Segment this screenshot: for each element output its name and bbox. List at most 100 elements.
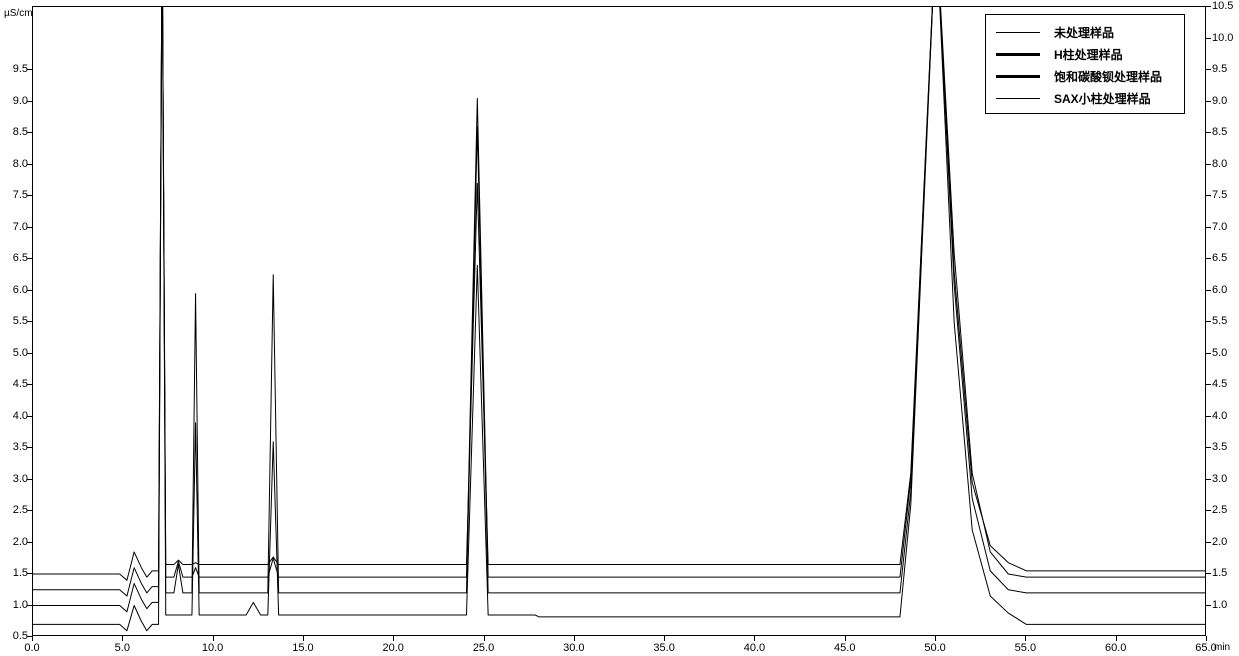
x-tick [393,636,394,641]
y-tick-label: 6.5 [0,252,28,264]
y-right-tick [1206,101,1211,102]
y-tick-label: 4.5 [0,378,28,390]
x-tick [754,636,755,641]
x-tick-label: 10.0 [198,642,228,654]
y-axis-unit: µS/cm [4,8,33,19]
y-right-tick-label: 7.5 [1212,189,1239,201]
legend-item: H柱处理样品 [996,43,1174,65]
y-tick-label: 3.5 [0,441,28,453]
y-tick-label: 7.0 [0,221,28,233]
y-right-tick-label: 1.0 [1212,599,1239,611]
y-right-tick [1206,132,1211,133]
y-tick-label: 8.5 [0,126,28,138]
y-right-tick [1206,258,1211,259]
y-right-tick-label: 1.5 [1212,567,1239,579]
legend-swatch [996,53,1040,56]
x-tick [1025,636,1026,641]
y-right-tick-label: 6.5 [1212,252,1239,264]
x-tick [32,636,33,641]
y-tick-label: 8.0 [0,158,28,170]
y-right-tick-label: 3.0 [1212,473,1239,485]
y-right-tick-label: 8.5 [1212,126,1239,138]
legend-item: 未处理样品 [996,21,1174,43]
y-right-tick [1206,416,1211,417]
x-tick-label: 40.0 [739,642,769,654]
legend-swatch [996,75,1040,78]
x-tick-label: 30.0 [559,642,589,654]
x-tick-label: 45.0 [830,642,860,654]
x-tick [484,636,485,641]
x-tick [574,636,575,641]
x-tick [845,636,846,641]
x-tick-label: 20.0 [378,642,408,654]
x-tick-label: 0.0 [17,642,47,654]
y-right-tick-label: 9.0 [1212,95,1239,107]
y-tick-label: 0.5 [0,630,28,642]
y-right-tick-label: 5.5 [1212,315,1239,327]
y-right-tick [1206,195,1211,196]
y-right-tick-label: 10.5 [1212,0,1239,12]
y-right-tick [1206,479,1211,480]
y-right-tick-label: 3.5 [1212,441,1239,453]
y-right-tick [1206,321,1211,322]
y-tick-label: 6.0 [0,284,28,296]
y-tick-label: 1.5 [0,567,28,579]
legend-item: SAX小柱处理样品 [996,87,1174,109]
y-tick-label: 5.5 [0,315,28,327]
x-tick-label: 15.0 [288,642,318,654]
y-right-tick [1206,447,1211,448]
y-right-tick [1206,542,1211,543]
x-tick [935,636,936,641]
y-right-tick [1206,38,1211,39]
x-tick [664,636,665,641]
y-right-tick [1206,605,1211,606]
y-tick-label: 5.0 [0,347,28,359]
y-right-tick-label: 6.0 [1212,284,1239,296]
x-tick-label: 5.0 [107,642,137,654]
y-right-tick-label: 4.0 [1212,410,1239,422]
y-right-tick-label: 2.5 [1212,504,1239,516]
y-right-tick-label: 4.5 [1212,378,1239,390]
legend-label: H柱处理样品 [1054,46,1123,63]
x-tick [1116,636,1117,641]
y-right-tick-label: 8.0 [1212,158,1239,170]
legend-label: 未处理样品 [1054,24,1114,41]
y-tick-label: 4.0 [0,410,28,422]
x-tick-label: 65.0 [1191,642,1221,654]
y-right-tick-label: 7.0 [1212,221,1239,233]
y-right-tick [1206,227,1211,228]
y-tick-label: 1.0 [0,599,28,611]
y-right-tick [1206,510,1211,511]
y-tick-label: 2.0 [0,536,28,548]
legend-label: 饱和碳酸钡处理样品 [1054,68,1162,85]
x-tick [303,636,304,641]
x-tick-label: 50.0 [920,642,950,654]
y-tick-label: 7.5 [0,189,28,201]
legend-label: SAX小柱处理样品 [1054,90,1151,107]
y-right-tick-label: 5.0 [1212,347,1239,359]
x-tick-label: 35.0 [649,642,679,654]
y-tick-label: 9.5 [0,63,28,75]
y-right-tick [1206,290,1211,291]
chromatogram-chart: µS/cm min 未处理样品H柱处理样品饱和碳酸钡处理样品SAX小柱处理样品 … [0,0,1239,656]
y-tick-label: 9.0 [0,95,28,107]
x-tick-label: 60.0 [1101,642,1131,654]
y-right-tick [1206,6,1211,7]
legend-swatch [996,32,1040,33]
x-tick-label: 25.0 [469,642,499,654]
y-right-tick-label: 2.0 [1212,536,1239,548]
y-right-tick-label: 10.0 [1212,32,1239,44]
x-tick [122,636,123,641]
legend-item: 饱和碳酸钡处理样品 [996,65,1174,87]
y-right-tick [1206,164,1211,165]
y-tick-label: 3.0 [0,473,28,485]
x-tick-label: 55.0 [1010,642,1040,654]
y-right-tick [1206,69,1211,70]
x-tick [213,636,214,641]
y-right-tick [1206,353,1211,354]
legend: 未处理样品 H柱处理样品饱和碳酸钡处理样品 SAX小柱处理样品 [985,14,1185,114]
y-right-tick [1206,384,1211,385]
y-tick-label: 2.5 [0,504,28,516]
y-right-tick-label: 9.5 [1212,63,1239,75]
x-tick [1206,636,1207,641]
